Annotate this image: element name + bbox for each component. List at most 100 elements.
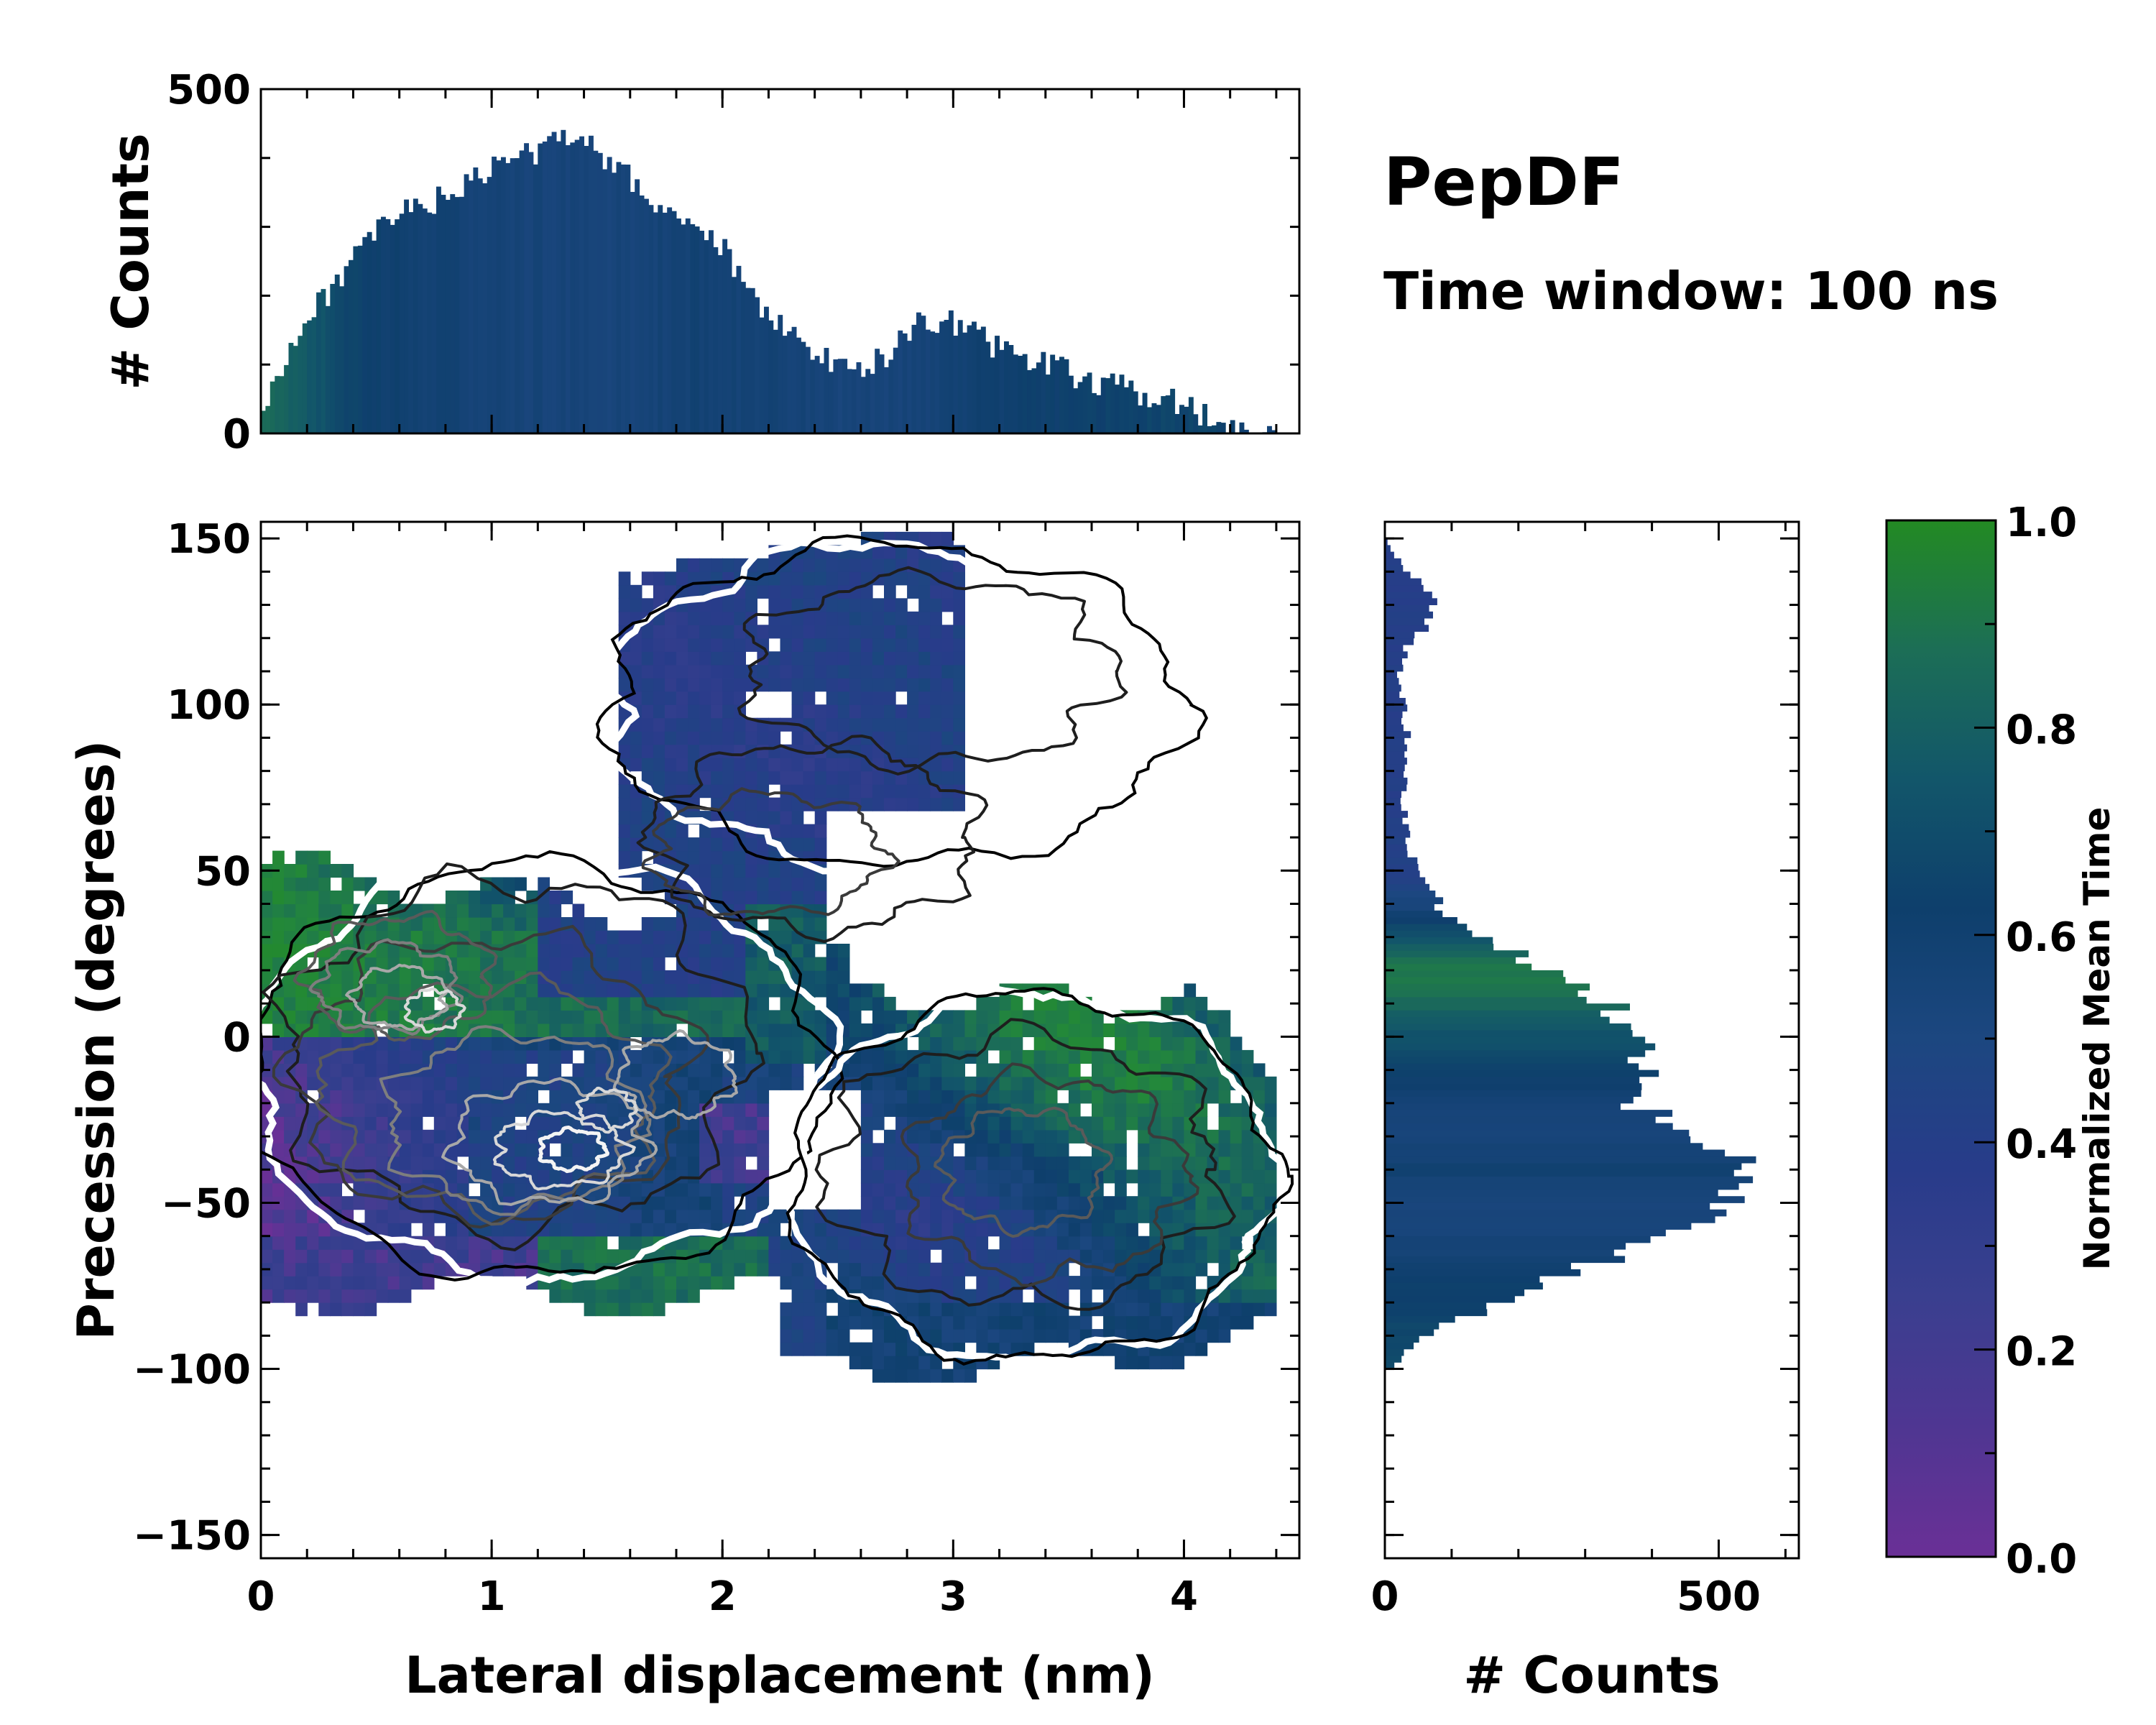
heatmap-cell <box>699 944 711 958</box>
heatmap-cell <box>618 1249 631 1264</box>
figure-title: PepDF <box>1383 144 1624 221</box>
top-histogram-bar <box>681 224 686 433</box>
heatmap-cell <box>734 1143 746 1157</box>
heatmap-cell <box>653 770 665 785</box>
heatmap-cell <box>895 651 908 666</box>
top-histogram-bar <box>441 195 446 433</box>
heatmap-cell <box>641 598 654 612</box>
heatmap-cell <box>849 1262 862 1276</box>
top-histogram-bar <box>270 381 275 433</box>
top-histogram-bar <box>852 369 857 433</box>
heatmap-cell <box>757 744 770 758</box>
heatmap-cell <box>515 944 527 958</box>
heatmap-cell <box>653 625 665 639</box>
heatmap-cell <box>814 758 827 772</box>
heatmap-cell <box>538 1010 550 1024</box>
heatmap-cell <box>1264 1076 1277 1090</box>
heatmap-cell <box>918 1182 931 1197</box>
heatmap-cell <box>1068 1196 1081 1210</box>
top-histogram-bar <box>1008 345 1014 433</box>
heatmap-cell <box>538 917 550 932</box>
heatmap-cell <box>272 1236 285 1250</box>
heatmap-cell <box>561 970 573 984</box>
heatmap-cell <box>895 1143 908 1157</box>
heatmap-cell <box>1126 1023 1138 1037</box>
colorbar-panel: 0.00.20.40.60.81.0 Normalized Mean Time <box>1885 500 2118 1583</box>
heatmap-cell <box>1230 1103 1243 1117</box>
top-histogram-bar <box>395 219 400 433</box>
heatmap-cell <box>780 996 793 1011</box>
heatmap-cell <box>930 1129 942 1144</box>
heatmap-cell <box>918 1090 931 1104</box>
heatmap-cell <box>318 903 331 918</box>
heatmap-cell <box>664 784 677 799</box>
heatmap-cell <box>1207 1236 1220 1250</box>
heatmap-cell <box>895 1262 908 1276</box>
heatmap-cell <box>630 1209 642 1223</box>
heatmap-cell <box>618 1236 631 1250</box>
right-histogram-panel: 0 500 # Counts <box>1371 520 1800 1705</box>
heatmap-cell <box>837 1010 850 1024</box>
top-histogram-bar <box>1064 359 1069 433</box>
heatmap-cell <box>284 1209 296 1223</box>
heatmap-cell <box>1195 1249 1208 1264</box>
heatmap-cell <box>826 611 839 625</box>
heatmap-cell <box>330 1036 342 1051</box>
heatmap-cell <box>953 598 965 612</box>
heatmap-cell <box>653 811 665 825</box>
heatmap-cell <box>872 784 885 799</box>
right-histogram-bar <box>1385 1110 1673 1117</box>
top-histogram-bar <box>953 336 959 433</box>
top-histogram-bar <box>339 286 345 433</box>
heatmap-cell <box>1172 1116 1185 1131</box>
heatmap-cell <box>353 1143 366 1157</box>
heatmap-cell <box>1264 1223 1277 1237</box>
top-histogram-bar <box>307 320 313 433</box>
right-histogram-bar <box>1385 1090 1641 1097</box>
heatmap-cell <box>1045 1143 1058 1157</box>
heatmap-cell <box>918 1262 931 1276</box>
colorbar-ticks: 0.00.20.40.60.81.0 <box>1974 500 2077 1583</box>
heatmap-cell <box>1068 1169 1081 1184</box>
heatmap-cell <box>664 731 677 745</box>
heatmap-cell <box>664 1262 677 1276</box>
heatmap-cell <box>768 824 781 838</box>
heatmap-cell <box>837 691 850 705</box>
heatmap-cell <box>722 758 734 772</box>
contour-line <box>934 1106 1114 1238</box>
heatmap-cell <box>1126 1116 1138 1131</box>
right-histogram-bar <box>1385 1123 1673 1131</box>
heatmap-cell <box>907 1236 919 1250</box>
heatmap-cell <box>941 744 954 758</box>
heatmap-cell <box>941 704 954 719</box>
heatmap-cell <box>1092 1116 1104 1131</box>
heatmap-cell <box>1115 1302 1127 1317</box>
top-histogram-bar <box>713 247 719 433</box>
heatmap-cell <box>630 1182 642 1197</box>
top-histogram-bar <box>1202 404 1207 433</box>
heatmap-cell <box>711 1276 723 1290</box>
heatmap-cell <box>318 1036 331 1051</box>
heatmap-cell <box>872 797 885 811</box>
heatmap-cell <box>549 1063 562 1077</box>
heatmap-cell <box>814 903 827 918</box>
heatmap-cell <box>261 1236 273 1250</box>
x-tick-label: 3 <box>939 1573 967 1620</box>
heatmap-cell <box>503 996 515 1011</box>
heatmap-cell <box>595 1023 608 1037</box>
heatmap-cell <box>803 1036 816 1051</box>
heatmap-cell <box>722 1249 734 1264</box>
right-histogram-bar <box>1385 1295 1515 1303</box>
heatmap-cell <box>711 744 723 758</box>
right-histogram-bar <box>1385 797 1401 805</box>
heatmap-cell <box>1230 1196 1243 1210</box>
top-histogram-bar <box>1050 354 1056 433</box>
right-histogram-bar <box>1385 724 1404 732</box>
heatmap-cell <box>664 1276 677 1290</box>
heatmap-cell <box>572 1063 585 1077</box>
heatmap-cell <box>1253 1249 1266 1264</box>
heatmap-cell <box>1241 1302 1254 1317</box>
heatmap-cell <box>1161 1276 1173 1290</box>
heatmap-cell <box>699 664 711 678</box>
heatmap-cell <box>480 1116 492 1131</box>
